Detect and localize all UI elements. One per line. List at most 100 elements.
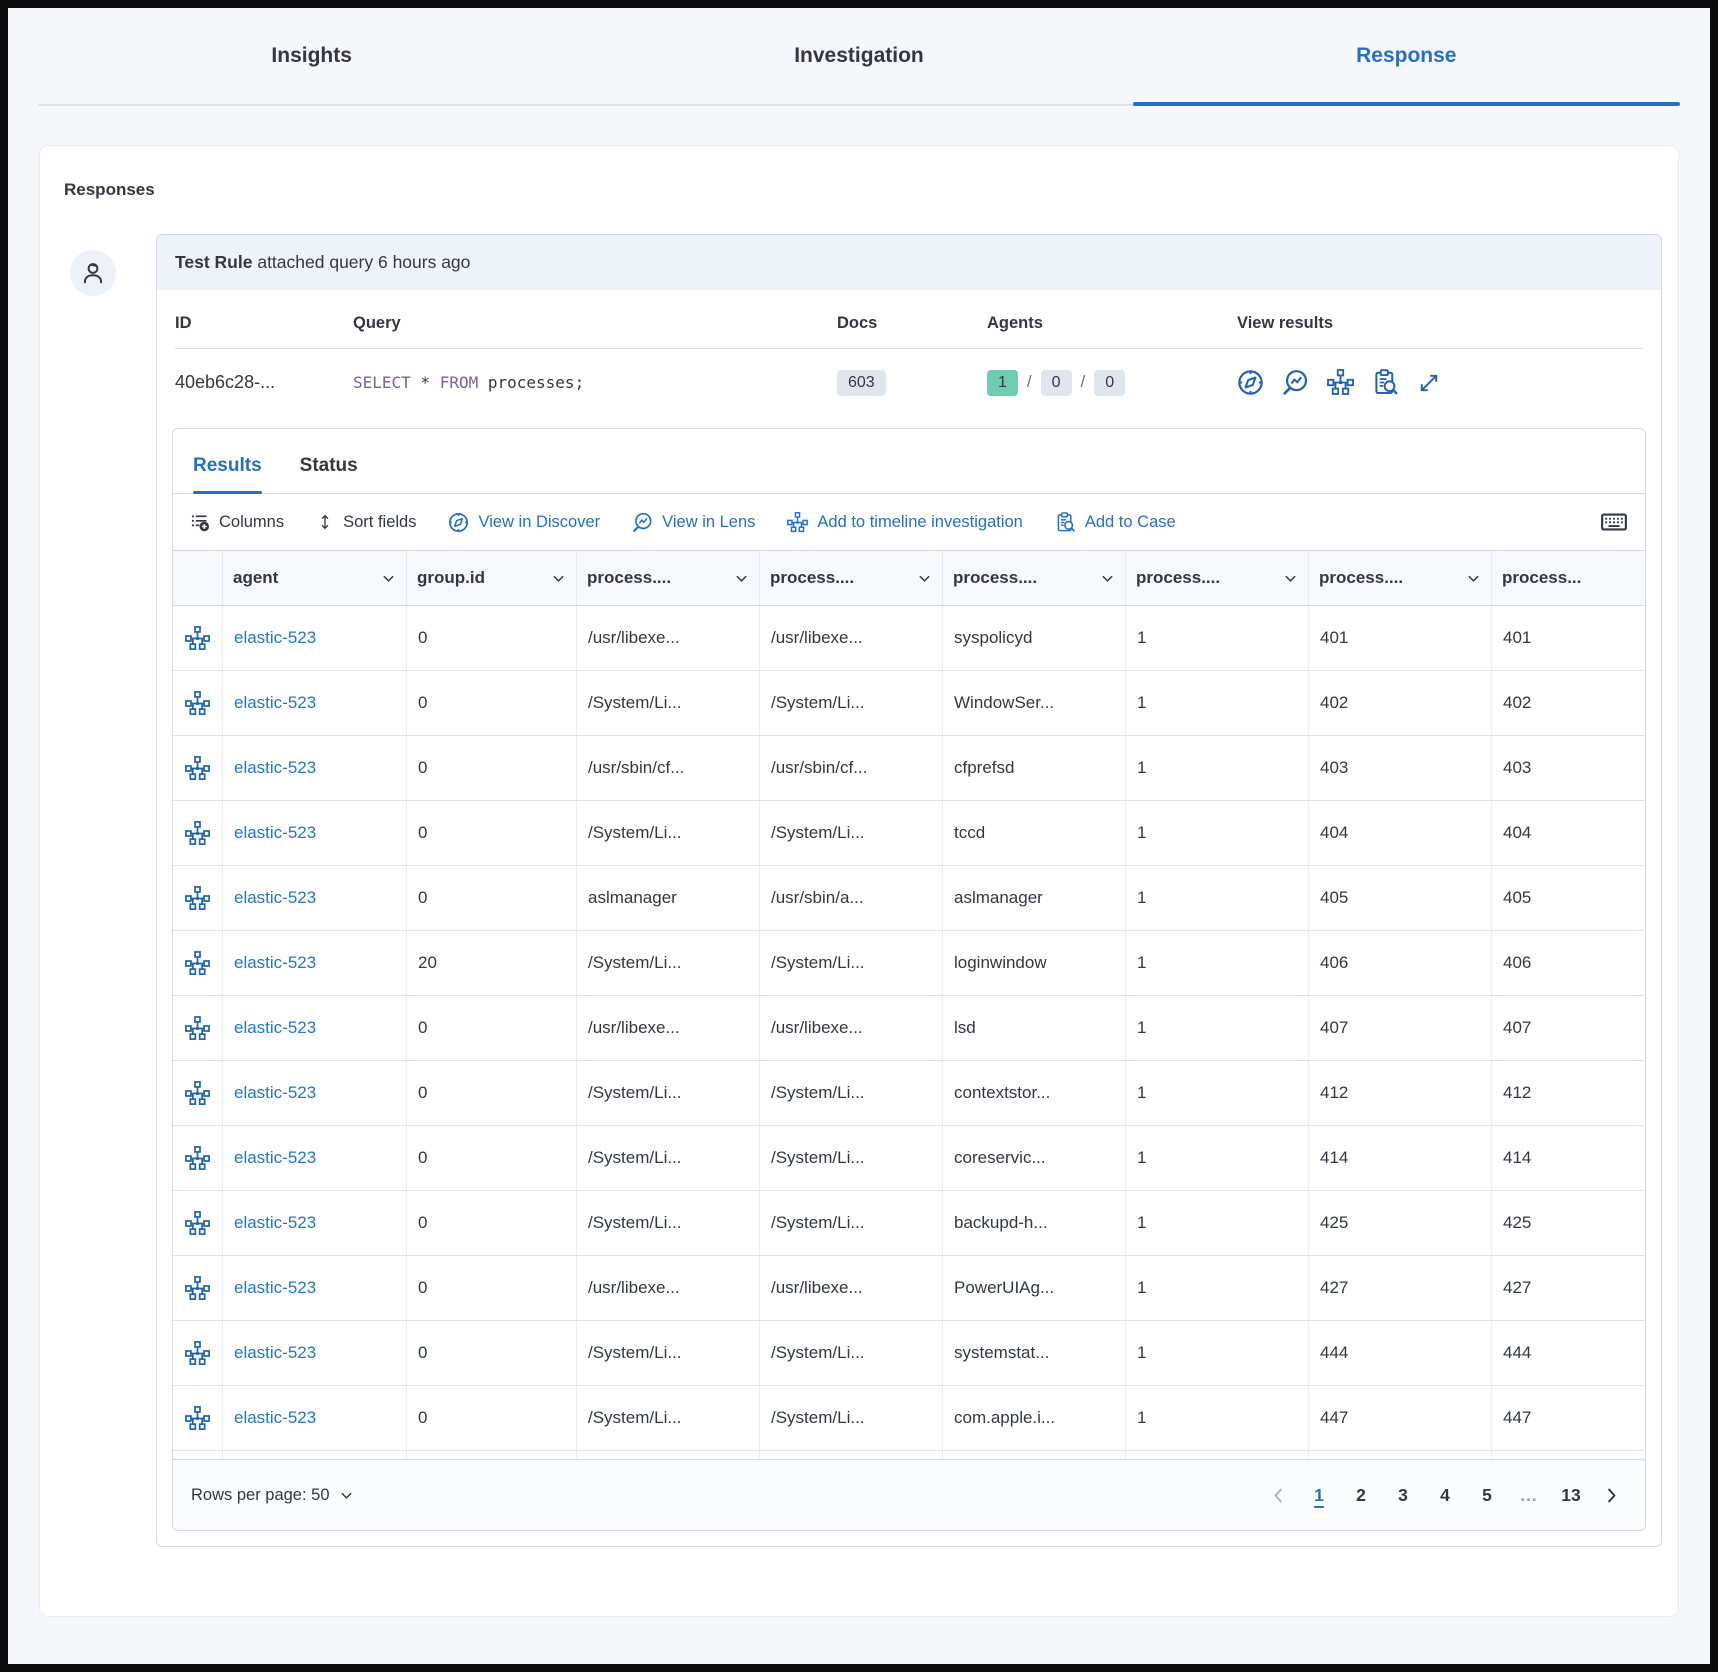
analyzer-icon: [787, 512, 808, 533]
table-cell: elastic-523: [223, 801, 407, 865]
table-row: elastic-523 0/System/Li.../System/Li... co…: [173, 1386, 1645, 1451]
table-cell: 1: [1126, 606, 1309, 670]
tab-results[interactable]: Results: [193, 455, 262, 494]
open-in-new-icon[interactable]: [1417, 371, 1441, 395]
col-docs-label: Docs: [837, 314, 878, 332]
sort-fields-button[interactable]: Sort fields: [316, 513, 416, 532]
row-analyzer-icon[interactable]: [173, 801, 223, 865]
table-cell: aslmanager: [577, 866, 760, 930]
agents-pending-badge: 0: [1040, 369, 1072, 396]
agent-link[interactable]: elastic-523: [234, 1148, 317, 1167]
sort-icon: [316, 513, 334, 531]
docs-badge: 603: [837, 369, 886, 396]
table-row: elastic-523 0/System/Li.../System/Li... co…: [173, 1061, 1645, 1126]
agent-link[interactable]: elastic-523: [234, 1018, 317, 1037]
add-to-case-button[interactable]: Add to Case: [1055, 512, 1176, 533]
grid-header-process[interactable]: process...: [1492, 551, 1645, 605]
table-cell: elastic-523: [223, 1126, 407, 1190]
keyboard-shortcuts-icon[interactable]: [1601, 509, 1627, 535]
analyzer-icon[interactable]: [1327, 369, 1354, 396]
grid-header-groupid[interactable]: group.id: [407, 551, 577, 605]
grid-header-process[interactable]: process....: [1309, 551, 1492, 605]
grid-header-process[interactable]: process....: [943, 551, 1126, 605]
rows-per-page-button[interactable]: Rows per page: 50: [191, 1486, 354, 1505]
next-page-button[interactable]: [1596, 1486, 1627, 1505]
table-row: elastic-523 0/usr/sbin/cf.../usr/sbin/cf.…: [173, 736, 1645, 801]
table-cell: com.apple.i...: [943, 1386, 1126, 1450]
row-analyzer-icon[interactable]: [173, 931, 223, 995]
tab-response[interactable]: Response: [1132, 8, 1681, 106]
table-cell: /usr/libexe...: [760, 606, 943, 670]
agent-link[interactable]: elastic-523: [234, 1083, 317, 1102]
tab-investigation[interactable]: Investigation: [794, 44, 924, 67]
column-header-label: process...: [1502, 568, 1582, 587]
previous-page-button[interactable]: [1263, 1486, 1294, 1505]
page-button-1[interactable]: 1: [1302, 1475, 1336, 1515]
detail-tabs: Insights Investigation Response: [38, 8, 1681, 106]
row-analyzer-icon[interactable]: [173, 1191, 223, 1255]
table-cell: 403: [1492, 736, 1645, 800]
table-row: elastic-523 0/usr/libexe.../usr/libexe...…: [173, 606, 1645, 671]
table-cell: 0: [407, 606, 577, 670]
row-analyzer-icon[interactable]: [173, 1061, 223, 1125]
tab-status[interactable]: Status: [299, 455, 358, 476]
table-cell: syspolicyd: [943, 606, 1126, 670]
agent-link[interactable]: elastic-523: [234, 953, 317, 972]
agent-link[interactable]: elastic-523: [234, 1278, 317, 1297]
discover-icon: [448, 512, 469, 533]
agent-link[interactable]: elastic-523: [234, 1408, 317, 1427]
table-row: elastic-523 0/usr/libexe.../usr/libexe...…: [173, 996, 1645, 1061]
add-to-timeline-button[interactable]: Add to timeline investigation: [787, 512, 1023, 533]
lens-icon[interactable]: [1282, 369, 1309, 396]
agent-link[interactable]: elastic-523: [234, 888, 317, 907]
response-card-header: Test Rule attached query 6 hours ago: [157, 235, 1661, 290]
lens-icon: [632, 512, 653, 533]
row-analyzer-icon[interactable]: [173, 866, 223, 930]
row-analyzer-icon[interactable]: [173, 606, 223, 670]
agents-counts: 1 / 0 / 0: [987, 369, 1237, 396]
grid-header-agent[interactable]: agent: [223, 551, 407, 605]
case-icon[interactable]: [1372, 369, 1399, 396]
columns-button[interactable]: Columns: [191, 513, 284, 532]
page-button-4[interactable]: 4: [1428, 1475, 1462, 1515]
grid-header-process[interactable]: process....: [577, 551, 760, 605]
row-analyzer-icon[interactable]: [173, 1386, 223, 1450]
table-cell: /System/Li...: [760, 671, 943, 735]
page-button-13[interactable]: 13: [1554, 1475, 1588, 1515]
row-analyzer-icon[interactable]: [173, 1256, 223, 1320]
column-header-label: process....: [1319, 568, 1404, 587]
table-cell: [223, 1451, 407, 1459]
page-button-2[interactable]: 2: [1344, 1475, 1378, 1515]
page-button-5[interactable]: 5: [1470, 1475, 1504, 1515]
discover-icon[interactable]: [1237, 369, 1264, 396]
tab-insights[interactable]: Insights: [271, 44, 352, 67]
page-button-3[interactable]: 3: [1386, 1475, 1420, 1515]
agent-link[interactable]: elastic-523: [234, 1343, 317, 1362]
table-cell: /System/Li...: [760, 1061, 943, 1125]
table-cell: /usr/libexe...: [760, 996, 943, 1060]
row-analyzer-icon[interactable]: [173, 996, 223, 1060]
table-cell: [1492, 1451, 1645, 1459]
view-in-discover-button[interactable]: View in Discover: [448, 512, 600, 533]
table-row: elastic-523 0 aslmanager/usr/sbin/a... aslm…: [173, 866, 1645, 931]
row-analyzer-icon[interactable]: [173, 736, 223, 800]
separator: /: [1080, 371, 1086, 391]
table-row: elastic-523 0/usr/libexe.../usr/libexe...…: [173, 1256, 1645, 1321]
agent-link[interactable]: elastic-523: [234, 1213, 317, 1232]
case-icon: [1055, 512, 1076, 533]
table-cell: [943, 1451, 1126, 1459]
view-in-lens-button[interactable]: View in Lens: [632, 512, 755, 533]
column-header-label: process....: [587, 568, 672, 587]
grid-header-process[interactable]: process....: [760, 551, 943, 605]
agent-link[interactable]: elastic-523: [234, 823, 317, 842]
row-analyzer-icon[interactable]: [173, 671, 223, 735]
agent-link[interactable]: elastic-523: [234, 628, 317, 647]
row-analyzer-icon[interactable]: [173, 1321, 223, 1385]
agent-link[interactable]: elastic-523: [234, 693, 317, 712]
columns-icon: [191, 513, 210, 532]
agent-link[interactable]: elastic-523: [234, 758, 317, 777]
table-cell: 405: [1492, 866, 1645, 930]
row-analyzer-icon[interactable]: [173, 1126, 223, 1190]
grid-header-process[interactable]: process....: [1126, 551, 1309, 605]
table-cell: WindowSer...: [943, 671, 1126, 735]
